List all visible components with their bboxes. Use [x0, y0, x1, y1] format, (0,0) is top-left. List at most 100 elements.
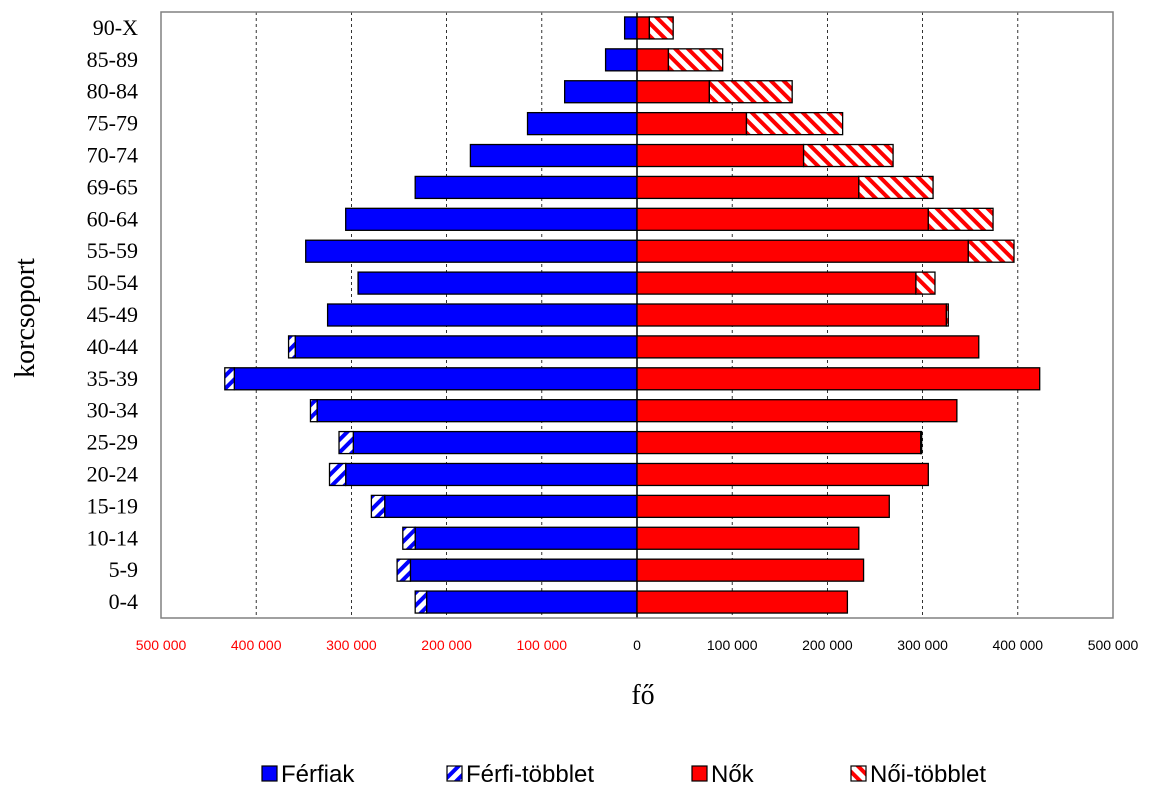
bar-f-rfiak-85-89: [604, 48, 638, 72]
y-tick-label: 5-9: [109, 557, 138, 582]
bar-f-rfi-t-bblet-5-9: [396, 558, 412, 582]
bar-f-rfiak-45-49: [326, 303, 638, 327]
legend-swatch-n-i-t-bblet: [850, 765, 867, 782]
bar-f-rfiak-40-44: [294, 335, 638, 359]
bar-f-rfiak-90-X: [623, 16, 638, 40]
y-tick-label: 60-64: [87, 206, 138, 231]
bars: [224, 16, 1041, 614]
bar-n-i-t-bblet-70-74: [802, 143, 894, 168]
y-tick-label: 45-49: [87, 302, 138, 327]
bar-n-k-35-39: [636, 367, 1041, 391]
bar-n-k-15-19: [636, 494, 890, 519]
bar-n-k-50-54: [636, 271, 917, 295]
bar-f-rfi-t-bblet-40-44: [287, 335, 296, 359]
y-tick-label: 75-79: [87, 111, 138, 136]
legend-swatch-n-k: [691, 765, 708, 782]
bar-f-rfiak-60-64: [345, 207, 638, 231]
bar-n-k-10-14: [636, 526, 860, 550]
bar-f-rfiak-35-39: [233, 367, 638, 391]
bar-f-rfiak-55-59: [305, 239, 638, 263]
bar-f-rfi-t-bblet-25-29: [338, 430, 354, 455]
bar-f-rfiak-30-34: [316, 399, 638, 423]
x-tick-label: 500 000: [136, 637, 187, 653]
bar-n-k-85-89: [636, 48, 670, 72]
y-tick-label: 50-54: [87, 270, 138, 295]
bar-f-rfi-t-bblet-10-14: [402, 526, 416, 550]
legend-swatch-f-rfiak: [261, 765, 278, 782]
x-tick-label: 500 000: [1088, 637, 1139, 653]
legend-label: Nők: [711, 761, 755, 787]
bar-n-k-30-34: [636, 399, 958, 423]
bar-f-rfi-t-bblet-35-39: [224, 367, 235, 391]
bar-n-i-t-bblet-80-84: [708, 80, 793, 104]
bar-n-i-t-bblet-69-65: [858, 175, 934, 200]
x-tick-label: 300 000: [897, 637, 948, 653]
bar-n-i-t-bblet-55-59: [967, 239, 1015, 263]
bar-f-rfiak-69-65: [414, 175, 638, 200]
plot-area-frame: [160, 11, 1114, 619]
legend-label: Férfiak: [281, 761, 355, 787]
bar-f-rfiak-10-14: [414, 526, 638, 550]
y-tick-label: 40-44: [87, 334, 138, 359]
bar-f-rfi-t-bblet-15-19: [370, 494, 386, 519]
bar-n-i-t-bblet-50-54: [915, 271, 936, 295]
bar-f-rfiak-70-74: [469, 143, 638, 168]
y-axis-title: korcsoport: [10, 258, 41, 378]
x-axis-title: fő: [631, 680, 654, 711]
x-tick-label: 200 000: [802, 637, 853, 653]
y-tick-label: 80-84: [87, 79, 138, 104]
x-tick-label: 400 000: [231, 637, 282, 653]
bar-n-k-5-9: [636, 558, 865, 582]
y-tick-label: 30-34: [87, 398, 138, 423]
y-tick-label: 15-19: [87, 493, 138, 518]
y-tick-label: 69-65: [87, 174, 138, 199]
y-tick-label: 25-29: [87, 430, 138, 455]
legend: Férfiak Férfi-többlet Nők Női-többlet: [261, 761, 986, 787]
bar-n-k-25-29: [636, 430, 922, 455]
y-tick-label: 0-4: [109, 589, 138, 614]
bar-f-rfiak-25-29: [352, 430, 638, 455]
bar-f-rfiak-15-19: [384, 494, 638, 519]
y-tick-label: 20-24: [87, 461, 138, 486]
bar-f-rfiak-5-9: [409, 558, 638, 582]
bar-f-rfiak-50-54: [357, 271, 638, 295]
y-tick-label: 90-X: [93, 15, 138, 40]
bar-n-i-t-bblet-75-79: [745, 111, 844, 136]
bar-n-k-40-44: [636, 335, 980, 359]
x-tick-label: 100 000: [707, 637, 758, 653]
y-tick-label: 10-14: [87, 525, 138, 550]
bar-n-k-80-84: [636, 80, 711, 104]
x-tick-label: 200 000: [421, 637, 472, 653]
legend-label: Női-többlet: [870, 761, 986, 787]
bar-f-rfiak-80-84: [563, 80, 638, 104]
x-tick-label: 100 000: [516, 637, 567, 653]
bar-n-k-90-X: [636, 16, 651, 40]
bar-n-k-60-64: [636, 207, 929, 231]
legend-label: Férfi-többlet: [466, 761, 594, 787]
bar-n-k-70-74: [636, 143, 805, 168]
x-tick-label: 400 000: [992, 637, 1043, 653]
y-tick-label: 85-89: [87, 47, 138, 72]
bar-n-k-75-79: [636, 111, 748, 136]
bar-f-rfi-t-bblet-20-24: [328, 462, 347, 487]
bar-n-i-t-bblet-85-89: [667, 48, 724, 72]
y-tick-label: 70-74: [87, 143, 138, 168]
bar-n-k-55-59: [636, 239, 969, 263]
bar-f-rfi-t-bblet-0-4: [414, 590, 428, 614]
bar-n-k-69-65: [636, 175, 860, 200]
legend-swatch-f-rfi-t-bblet: [446, 765, 463, 782]
bar-n-i-t-bblet-45-49: [945, 303, 949, 327]
bar-n-k-45-49: [636, 303, 948, 327]
y-axis-tick-labels: 0-4 5-9 10-14 15-19 20-24 25-29 30-34 35-39 40-4…: [87, 15, 138, 614]
bar-n-k-0-4: [636, 590, 849, 614]
bar-n-i-t-bblet-25-29: [920, 430, 923, 455]
x-tick-label: 0: [633, 637, 641, 653]
bar-f-rfiak-75-79: [526, 111, 638, 136]
bar-f-rfiak-20-24: [345, 462, 638, 487]
x-tick-label: 300 000: [326, 637, 377, 653]
y-tick-label: 35-39: [87, 366, 138, 391]
y-tick-label: 55-59: [87, 238, 138, 263]
x-axis-tick-labels: 500 000 400 000 300 000 200 000 100 000 0 100 …: [136, 637, 1139, 653]
bar-f-rfiak-0-4: [425, 590, 638, 614]
